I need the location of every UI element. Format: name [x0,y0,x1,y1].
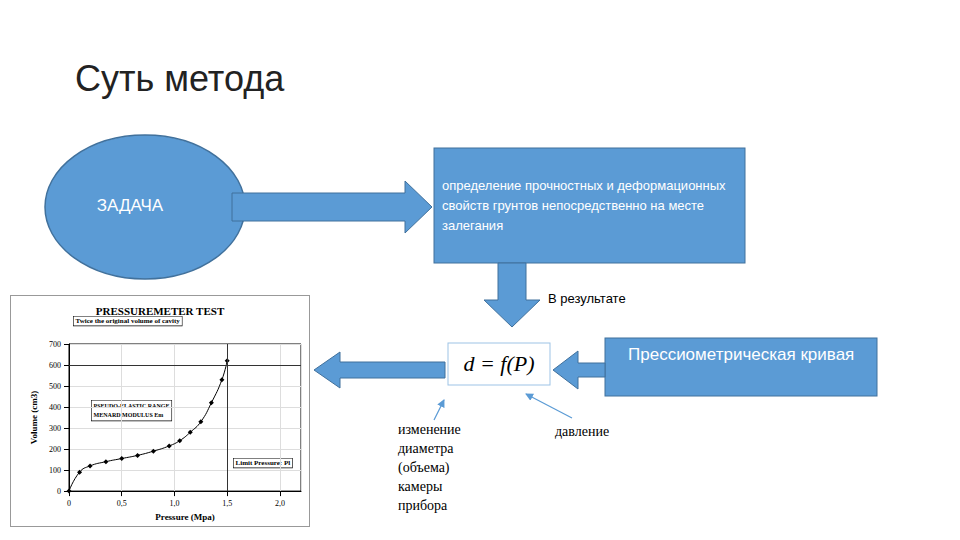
html-text:Суть метода: Суть метода [75,58,285,99]
svg-text:400: 400 [49,403,61,412]
html-text:d = f(P): d = f(P) [463,351,535,376]
html-text:изменение диаметра (объема) ка: изменение диаметра (объема) камеры прибо… [398,422,461,513]
svg-text:PRESSUREMETER TEST: PRESSUREMETER TEST [96,305,225,317]
svg-text:200: 200 [49,445,61,454]
html-text:Прессиометрическая кривая: Прессиометрическая кривая [628,345,855,364]
svg-text:MENARD MODULUS Em: MENARD MODULUS Em [94,412,164,418]
html-text:В результате: В результате [548,291,626,306]
svg-text:0: 0 [67,499,71,508]
html-text:ЗАДАЧА: ЗАДАЧА [96,196,164,215]
svg-text:500: 500 [49,382,61,391]
html-text:определение прочностных и дефо: определение прочностных и деформационных… [442,178,726,233]
svg-text:0: 0 [57,487,61,496]
svg-text:Volume (cm3): Volume (cm3) [29,391,39,444]
svg-text:0,5: 0,5 [117,499,127,508]
svg-text:600: 600 [49,361,61,370]
svg-text:Pressure (Mpa): Pressure (Mpa) [155,512,214,522]
svg-text:1,5: 1,5 [222,499,232,508]
svg-text:300: 300 [49,424,61,433]
svg-text:Twice the original volume of c: Twice the original volume of cavity [76,317,181,325]
html-text:давление: давление [555,424,610,439]
svg-text:PSEUDO-ELASTIC RANGE: PSEUDO-ELASTIC RANGE [94,403,170,409]
svg-text:2,0: 2,0 [275,499,285,508]
svg-text:100: 100 [49,466,61,475]
svg-text:700: 700 [49,340,61,349]
svg-text:1,0: 1,0 [169,499,179,508]
svg-text:Limit Pressure: Pl: Limit Pressure: Pl [236,459,291,467]
